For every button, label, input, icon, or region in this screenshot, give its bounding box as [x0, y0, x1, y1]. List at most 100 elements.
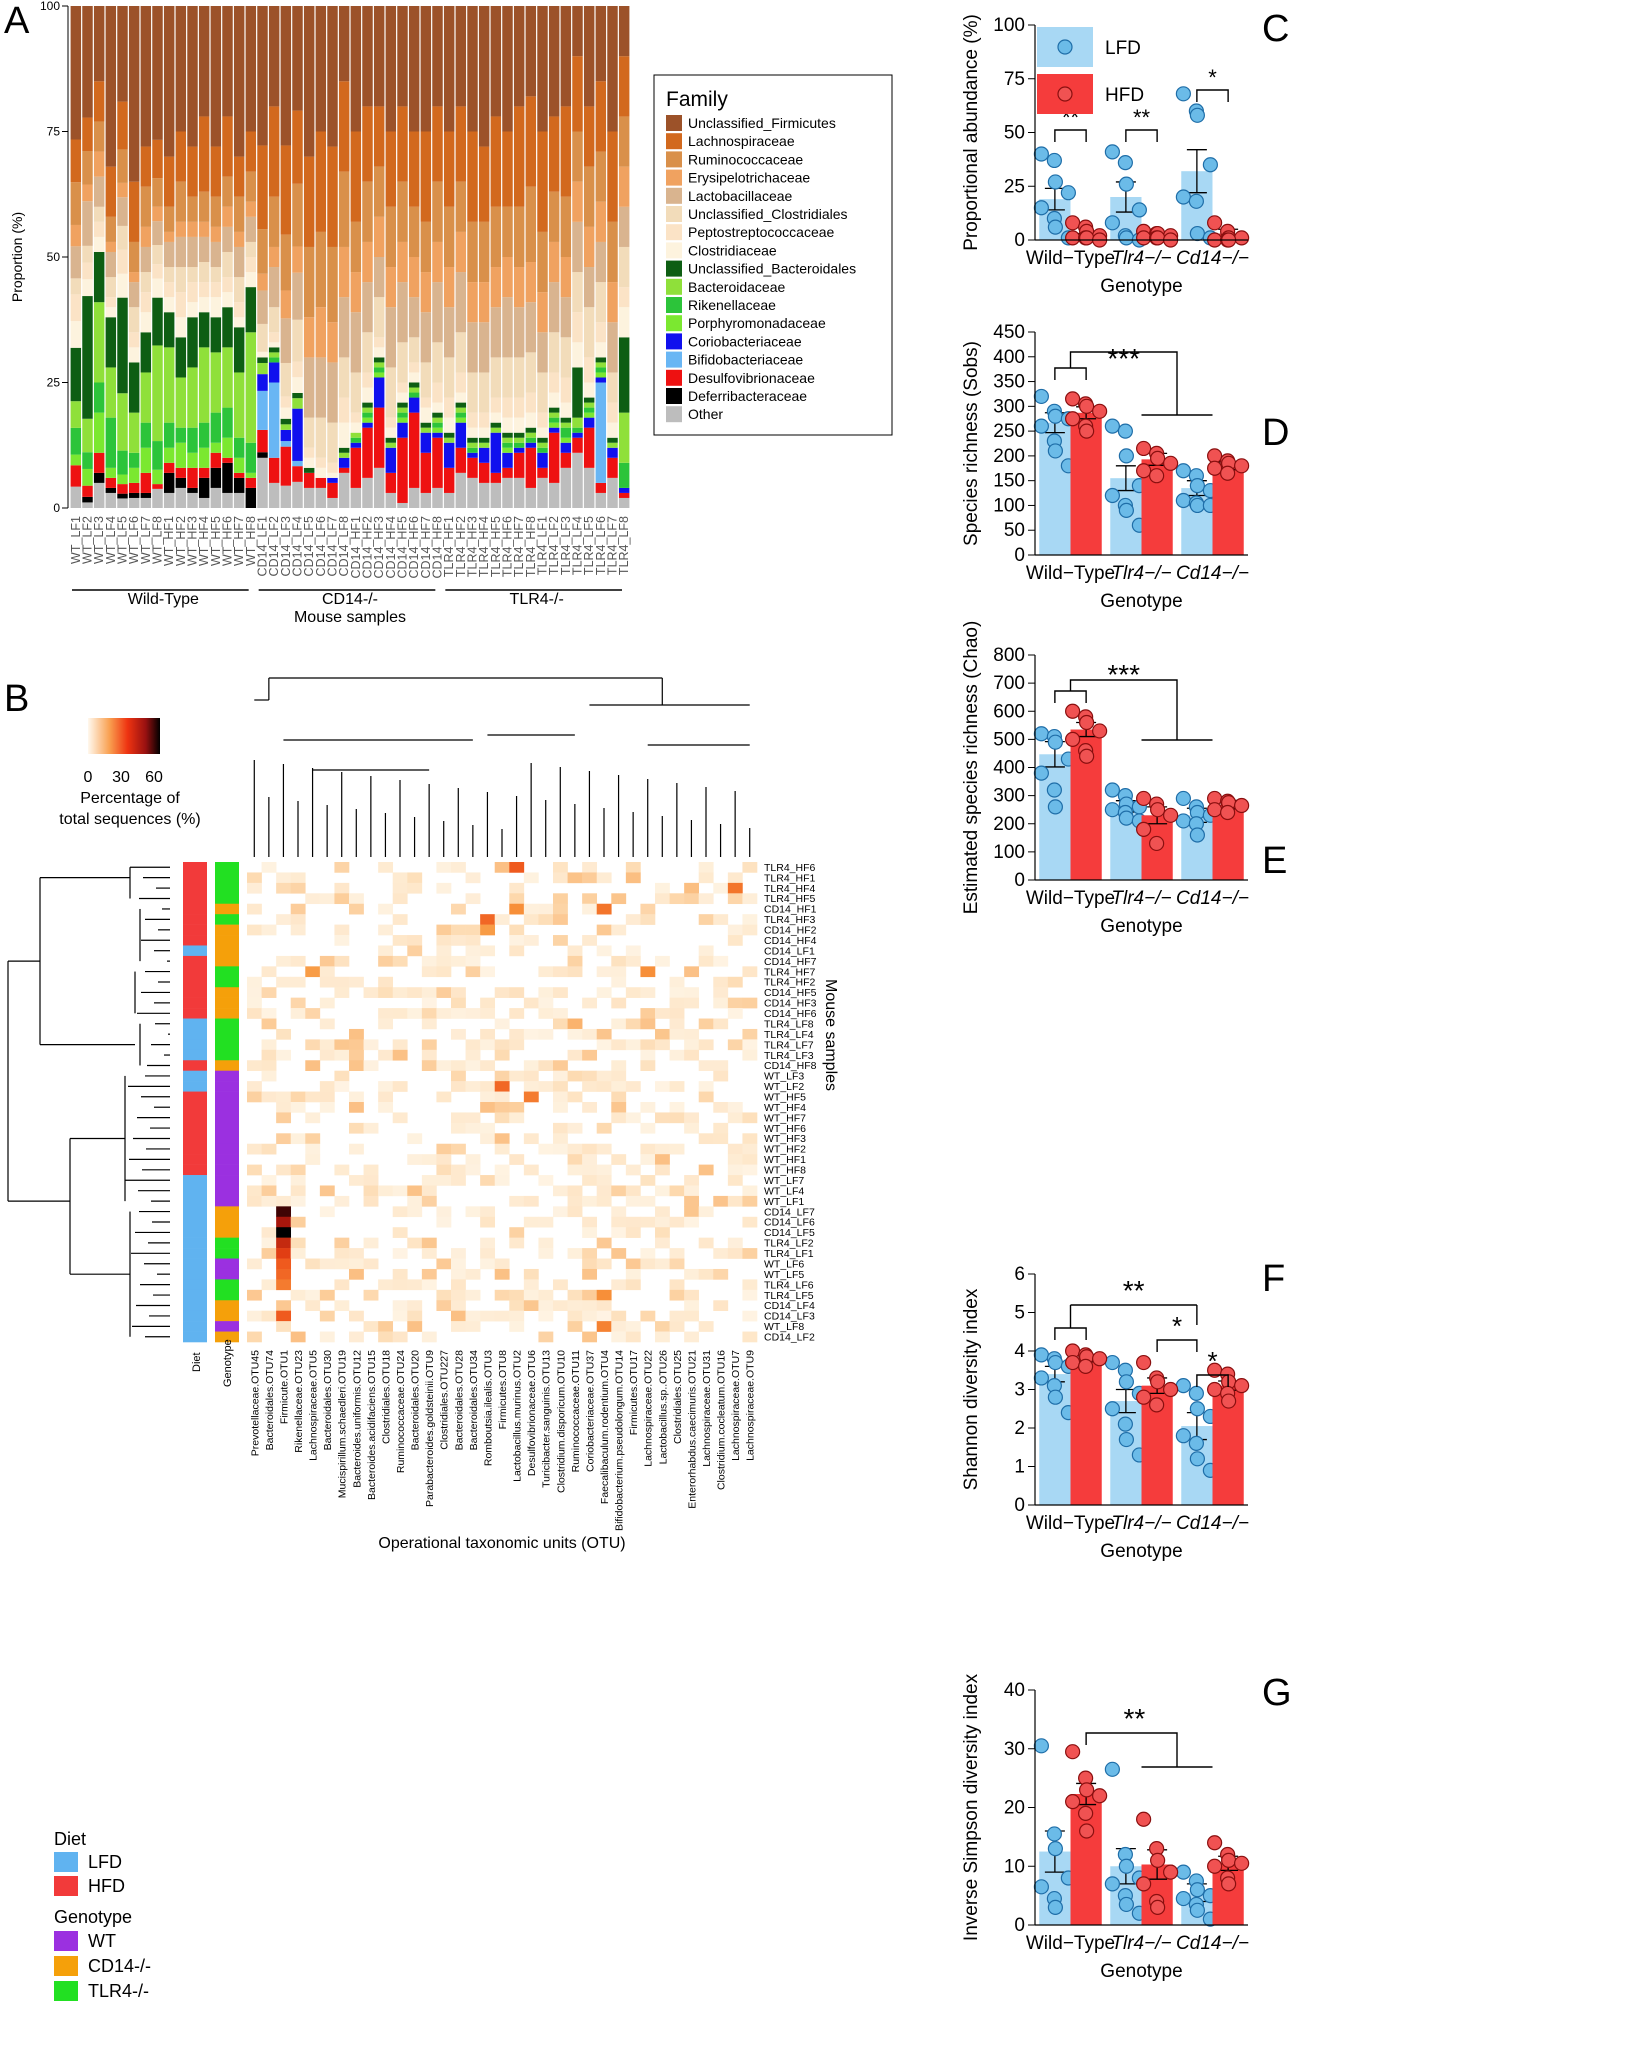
genotype-annotation: [215, 1279, 239, 1291]
heatmap-cell: [319, 955, 335, 967]
panel-label-g: G: [1262, 1672, 1292, 1714]
x-tick-label: TLR4_LF1: [536, 516, 550, 575]
heatmap-cell: [276, 914, 292, 925]
heatmap-cell: [276, 1300, 292, 1311]
bar-segment-clostridiaceae: [280, 407, 292, 419]
heatmap-cell: [436, 882, 452, 894]
heatmap-cell: [655, 1321, 670, 1332]
column-label: Rikenellaceae.OTU23: [293, 1350, 305, 1453]
heatmap-cell: [742, 997, 758, 1009]
heatmap-cell: [392, 987, 408, 998]
bar-segment-coriobacteriaceae: [268, 362, 280, 383]
heatmap-cell: [392, 1206, 408, 1218]
heatmap-cell: [538, 903, 554, 915]
x-tick-label: Wild−Type: [1026, 1513, 1115, 1534]
bar-segment-unclassified_bacteroidales: [338, 447, 350, 453]
bar-segment-unclassified_firmicutes: [210, 6, 222, 147]
bar-segment-unclassified_clostridiales: [327, 422, 338, 463]
legend-item: Porphyromonadaceae: [688, 315, 826, 331]
bar-segment-peptostreptococcaceae: [455, 372, 467, 393]
heatmap-cell: [421, 1331, 437, 1343]
heatmap-cell: [742, 1310, 758, 1322]
bar-segment-porphyromonadaceae: [560, 437, 572, 443]
heatmap-cell: [494, 1268, 510, 1280]
heatmap-cell: [523, 903, 539, 915]
bar-segment-erysipelotrichaceae: [478, 282, 490, 323]
legend-title: Genotype: [54, 1907, 132, 1927]
x-tick-label: CD14_HF3: [372, 516, 386, 579]
bar-segment-desulfovibrionaceae: [455, 447, 467, 473]
data-point: [1065, 391, 1081, 407]
heatmap-cell: [319, 1258, 335, 1270]
data-point: [1175, 813, 1191, 829]
bar-segment-desulfovibrionaceae: [280, 446, 292, 486]
genotype-annotation: [215, 1216, 239, 1228]
data-point: [1047, 1899, 1063, 1915]
data-point: [1136, 230, 1152, 246]
bar-segment-other: [467, 477, 478, 508]
diet-annotation: [183, 1049, 207, 1061]
bar-segment-unclassified_clostridiales: [420, 362, 432, 398]
bar-segment-erysipelotrichaceae: [502, 257, 513, 298]
bar-segment-coriobacteriaceae: [350, 442, 362, 448]
heatmap-cell: [421, 1237, 437, 1249]
bar-segment-porphyromonadaceae: [210, 442, 222, 453]
heatmap-cell: [494, 862, 510, 873]
heatmap-cell: [451, 1122, 466, 1134]
heatmap-cell: [451, 1258, 466, 1270]
heatmap-cell: [713, 1018, 729, 1030]
data-point: [1104, 802, 1120, 818]
bar-segment-lactobacillaceae: [303, 357, 315, 418]
heatmap-cell: [625, 872, 641, 884]
bar-segment-coriobacteriaceae: [257, 374, 268, 391]
stacked-bar-WT_HF3: [187, 6, 198, 508]
heatmap-cell: [363, 1321, 379, 1332]
bar-segment-unclassified_clostridiales: [560, 337, 572, 378]
bar-segment-other: [537, 477, 548, 508]
heatmap-cell: [480, 1008, 496, 1019]
bar-segment-porphyromonadaceae: [455, 417, 467, 423]
heatmap-cell: [640, 1018, 656, 1030]
bar-segment-ruminococcaceae: [420, 221, 432, 273]
heatmap-cell: [567, 1164, 583, 1176]
column-label: Enterorhabdus.caecimuris.OTU21: [686, 1350, 698, 1509]
heatmap-cell: [465, 1321, 481, 1332]
heatmap-cell: [596, 1258, 612, 1270]
bar-segment-peptostreptococcaceae: [595, 322, 607, 343]
bar-segment-unclassified_clostridiales: [525, 352, 537, 393]
heatmap-cell: [582, 997, 598, 1009]
bar-segment-other: [222, 492, 233, 508]
heatmap-cell: [596, 1289, 612, 1301]
bar-segment-lachnospiraceae: [187, 146, 198, 197]
data-point: [1189, 107, 1205, 123]
x-tick-label: WT_LF3: [92, 516, 106, 564]
column-label: Bacteroidales.OTU74: [264, 1350, 276, 1451]
bar-segment-unclassified_clostridiales: [198, 262, 210, 283]
heatmap-cell: [276, 1258, 292, 1270]
heatmap-cell: [538, 1143, 554, 1155]
genotype-annotation: [215, 1331, 239, 1343]
bar-segment-other: [385, 492, 397, 508]
bar-segment-other: [93, 482, 105, 508]
heatmap-cell: [640, 1248, 656, 1259]
data-point: [1065, 411, 1081, 427]
row-label: WT_LF7: [764, 1175, 804, 1187]
stacked-bar-CD14_LF3: [280, 6, 292, 508]
diet-annotation: [183, 1154, 207, 1165]
heatmap-cell: [553, 1008, 568, 1019]
bar-segment-lachnospiraceae: [502, 131, 513, 207]
bar-segment-lachnospiraceae: [268, 106, 280, 197]
bar-segment-porphyromonadaceae: [502, 447, 513, 453]
bar-segment-lactobacillaceae: [93, 176, 105, 207]
heatmap-cell: [655, 882, 670, 894]
stacked-bar-CD14_HF8: [432, 6, 443, 508]
row-label: CD14_HF3: [764, 998, 817, 1010]
stacked-bar-CD14_HF7: [420, 6, 432, 508]
bar-segment-unclassified_bacteroidales: [82, 296, 93, 419]
heatmap-cell: [276, 1268, 292, 1280]
bar-segment-other: [198, 497, 210, 508]
bar-segment-unclassified_clostridiales: [315, 417, 327, 458]
bar-segment-unclassified_bacteroidales: [233, 327, 245, 373]
heatmap-cell: [247, 903, 262, 915]
stacked-bar-CD14_LF2: [268, 6, 280, 508]
